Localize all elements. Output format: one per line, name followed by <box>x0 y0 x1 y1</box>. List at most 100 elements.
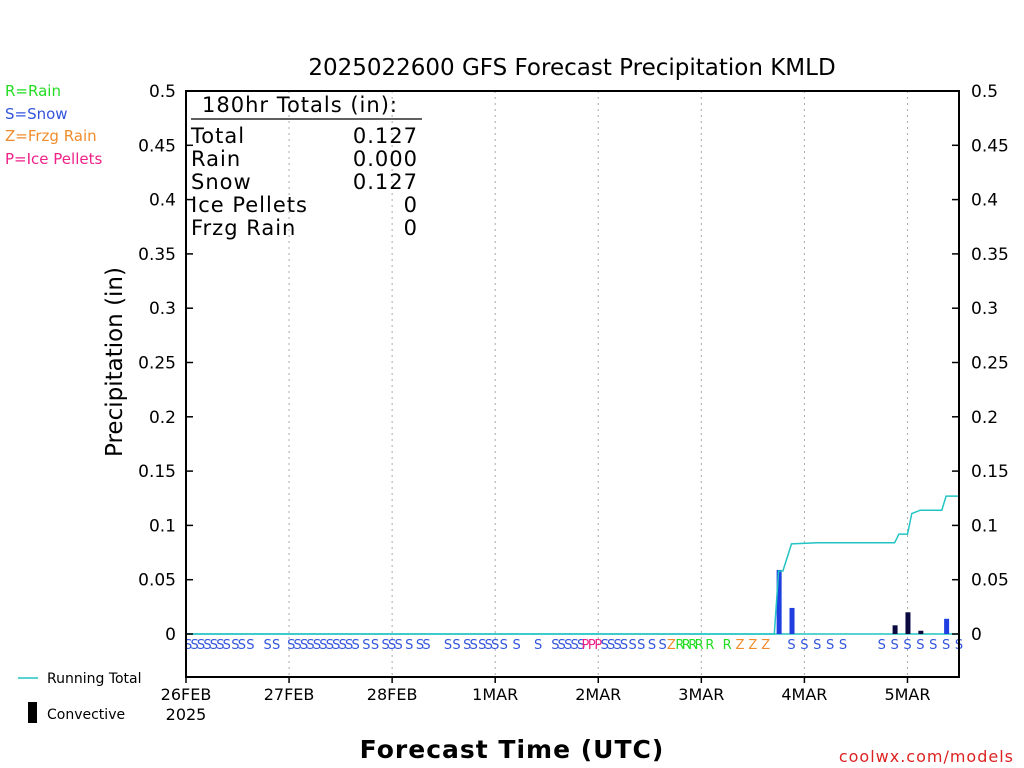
precip-type-marker: S <box>263 638 271 653</box>
totals-box: 180hr Totals (in): Total 0.127 Rain 0.000 Sn… <box>190 93 422 240</box>
legend-snow: S=Snow <box>5 105 68 123</box>
precip-type-marker: S <box>300 638 308 653</box>
precip-bar <box>789 607 795 634</box>
footer-credit: coolwx.com/models <box>839 747 1014 766</box>
totals-row-value: 0 <box>404 216 418 240</box>
precip-type-marker: S <box>452 638 460 653</box>
precip-type-marker: S <box>210 638 218 653</box>
y-axis-label: Precipitation (in) <box>102 267 128 457</box>
precip-type-marker: S <box>362 638 370 653</box>
precip-bar <box>944 618 950 634</box>
precip-type-marker: S <box>659 638 667 653</box>
precip-type-marker: S <box>272 638 280 653</box>
precip-type-marker: S <box>929 638 937 653</box>
precip-type-marker: S <box>306 638 314 653</box>
precip-type-marker: S <box>571 638 579 653</box>
precip-type-marker: S <box>444 638 452 653</box>
y-tick-label-right: 0.3 <box>971 299 998 319</box>
precip-type-marker: Z <box>748 638 757 653</box>
precip-type-marker: S <box>903 638 911 653</box>
y-tick-label-left: 0.25 <box>138 354 176 374</box>
precip-type-marker: S <box>388 638 396 653</box>
precip-type-marker: R <box>675 638 684 653</box>
y-tick-label-right: 0 <box>971 625 982 645</box>
x-tick-label: 26FEB <box>161 685 212 704</box>
totals-row-label: Snow <box>191 170 252 194</box>
precip-type-marker: S <box>394 638 402 653</box>
totals-row-label: Ice Pellets <box>191 193 308 217</box>
x-tick-label: 28FEB <box>367 685 418 704</box>
precip-type-marker: Z <box>761 638 770 653</box>
y-tick-label-right: 0.1 <box>971 516 998 536</box>
precip-type-marker: S <box>405 638 413 653</box>
precip-type-marker: S <box>238 638 246 653</box>
legend-rain: R=Rain <box>5 82 61 100</box>
y-tick-label-right: 0.2 <box>971 408 998 428</box>
type-legend: R=Rain S=Snow Z=Frzg Rain P=Ice Pellets <box>5 82 102 168</box>
y-tick-label-right: 0.45 <box>971 136 1009 156</box>
y-tick-label-left: 0.3 <box>149 299 176 319</box>
precip-type-marker: S <box>184 638 192 653</box>
totals-row-label: Frzg Rain <box>191 216 296 240</box>
precip-type-marker: S <box>839 638 847 653</box>
precip-type-marker: S <box>551 638 559 653</box>
precip-type-marker: S <box>216 638 224 653</box>
precip-type-marker: S <box>294 638 302 653</box>
precip-type-marker: S <box>382 638 390 653</box>
totals-row-value: 0 <box>404 193 418 217</box>
y-tick-label-left: 0 <box>165 625 176 645</box>
precip-type-marker: R <box>688 638 697 653</box>
precip-bar <box>776 569 782 634</box>
precip-type-marker: S <box>813 638 821 653</box>
precip-type-marker: R <box>695 638 704 653</box>
precip-type-marker: S <box>345 638 353 653</box>
convective-label: Convective <box>47 707 125 723</box>
chart-title: 2025022600 GFS Forecast Precipitation KM… <box>308 55 835 81</box>
precip-type-marker: S <box>332 638 340 653</box>
x-tick-label: 2MAR <box>575 685 621 704</box>
precip-type-marker: S <box>878 638 886 653</box>
y-tick-label-left: 0.15 <box>138 462 176 482</box>
totals-heading: 180hr Totals (in): <box>202 93 398 117</box>
x-tick-label: 1MAR <box>472 685 518 704</box>
precip-type-marker: P <box>581 638 589 653</box>
y-tick-label-left: 0.45 <box>138 136 176 156</box>
series-legend: Running Total Convective <box>18 671 142 723</box>
x-tick-sublabel: 2025 <box>166 705 207 724</box>
precip-type-marker: S <box>826 638 834 653</box>
precip-type-marker: R <box>682 638 691 653</box>
precip-type-marker: P <box>594 638 602 653</box>
totals-row-label: Total <box>190 124 245 148</box>
precip-type-marker: R <box>705 638 714 653</box>
precip-type-marker: S <box>371 638 379 653</box>
y-tick-label-left: 0.35 <box>138 245 176 265</box>
legend-ice-pellets: P=Ice Pellets <box>5 150 102 168</box>
x-tick-label: 5MAR <box>884 685 930 704</box>
totals-row-label: Rain <box>191 147 241 171</box>
precip-type-marker: S <box>416 638 424 653</box>
precip-type-marker: S <box>942 638 950 653</box>
y-tick-label-left: 0.05 <box>138 571 176 591</box>
y-tick-label-left: 0.4 <box>149 191 176 211</box>
precip-type-marker: S <box>197 638 205 653</box>
y-tick-label-right: 0.5 <box>971 82 998 102</box>
precip-type-marker: S <box>351 638 359 653</box>
precip-type-marker: Z <box>736 638 745 653</box>
plot-frame <box>185 90 960 678</box>
y-tick-label-right: 0.4 <box>971 191 998 211</box>
convective-bar <box>905 612 911 634</box>
y-tick-label-left: 0.5 <box>149 82 176 102</box>
running-total-line <box>186 495 959 635</box>
y-tick-label-left: 0.1 <box>149 516 176 536</box>
y-tick-label-right: 0.25 <box>971 354 1009 374</box>
running-total-layer <box>186 495 959 635</box>
precip-type-marker: S <box>637 638 645 653</box>
precip-type-marker: S <box>577 638 585 653</box>
precip-type-marker: S <box>287 638 295 653</box>
precip-bars <box>776 569 950 634</box>
precip-type-marker: S <box>231 638 239 653</box>
precip-type-marker: S <box>485 638 493 653</box>
